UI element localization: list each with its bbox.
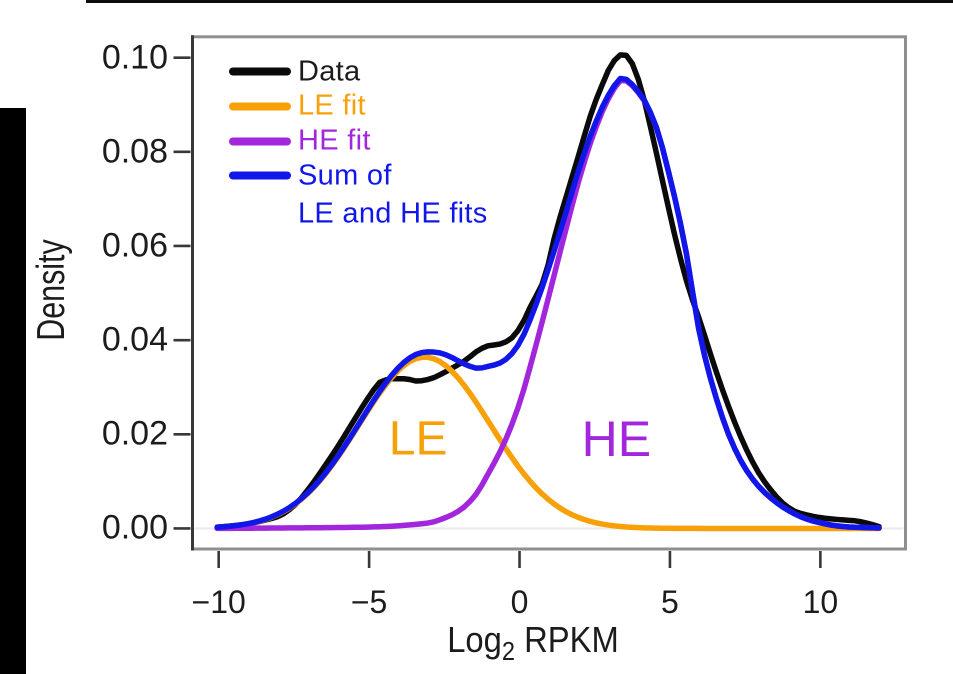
y-tick-label: 0.02 (101, 414, 168, 453)
x-axis-label-suffix: RPKM (515, 618, 619, 660)
x-axis-label-subscript: 2 (501, 636, 516, 667)
legend-label: Sum of (298, 159, 392, 192)
x-tick-label: −5 (350, 584, 388, 620)
legend-label: Data (298, 55, 361, 87)
legend-swatch-black (229, 67, 291, 76)
y-tick-label: 0.08 (101, 132, 168, 171)
x-tick-label: 5 (661, 584, 679, 620)
x-axis-label: Log2 RPKM (447, 619, 619, 667)
legend-swatch-purple (229, 137, 291, 146)
legend-item: Data (229, 55, 360, 88)
x-tick-label: 0 (510, 584, 529, 620)
y-tick-label: 0.04 (101, 320, 168, 359)
annotation-le: LE (388, 412, 448, 466)
y-tick-label: 0.00 (101, 508, 168, 547)
legend-item: Sum of (229, 159, 392, 192)
x-axis-label-prefix: Log (447, 618, 502, 660)
top-border-line (86, 0, 953, 3)
annotation-he: HE (581, 411, 652, 468)
legend-swatch-orange (229, 102, 291, 111)
legend-label: LE fit (298, 89, 366, 122)
y-tick-label: 0.10 (101, 38, 168, 77)
curve-blue (214, 75, 882, 531)
legend-item: HE fit (229, 125, 371, 158)
legend-label-continuation: LE and HE fits (298, 197, 488, 230)
x-tick-label: −10 (191, 584, 246, 620)
y-tick-label: 0.06 (101, 226, 168, 265)
legend-item: LE fit (229, 90, 366, 123)
left-edge-bar (0, 108, 26, 674)
legend-label: HE fit (298, 124, 371, 157)
legend-swatch-blue (229, 171, 291, 180)
x-tick-label: 10 (802, 584, 839, 620)
y-axis-label: Density (30, 239, 73, 341)
